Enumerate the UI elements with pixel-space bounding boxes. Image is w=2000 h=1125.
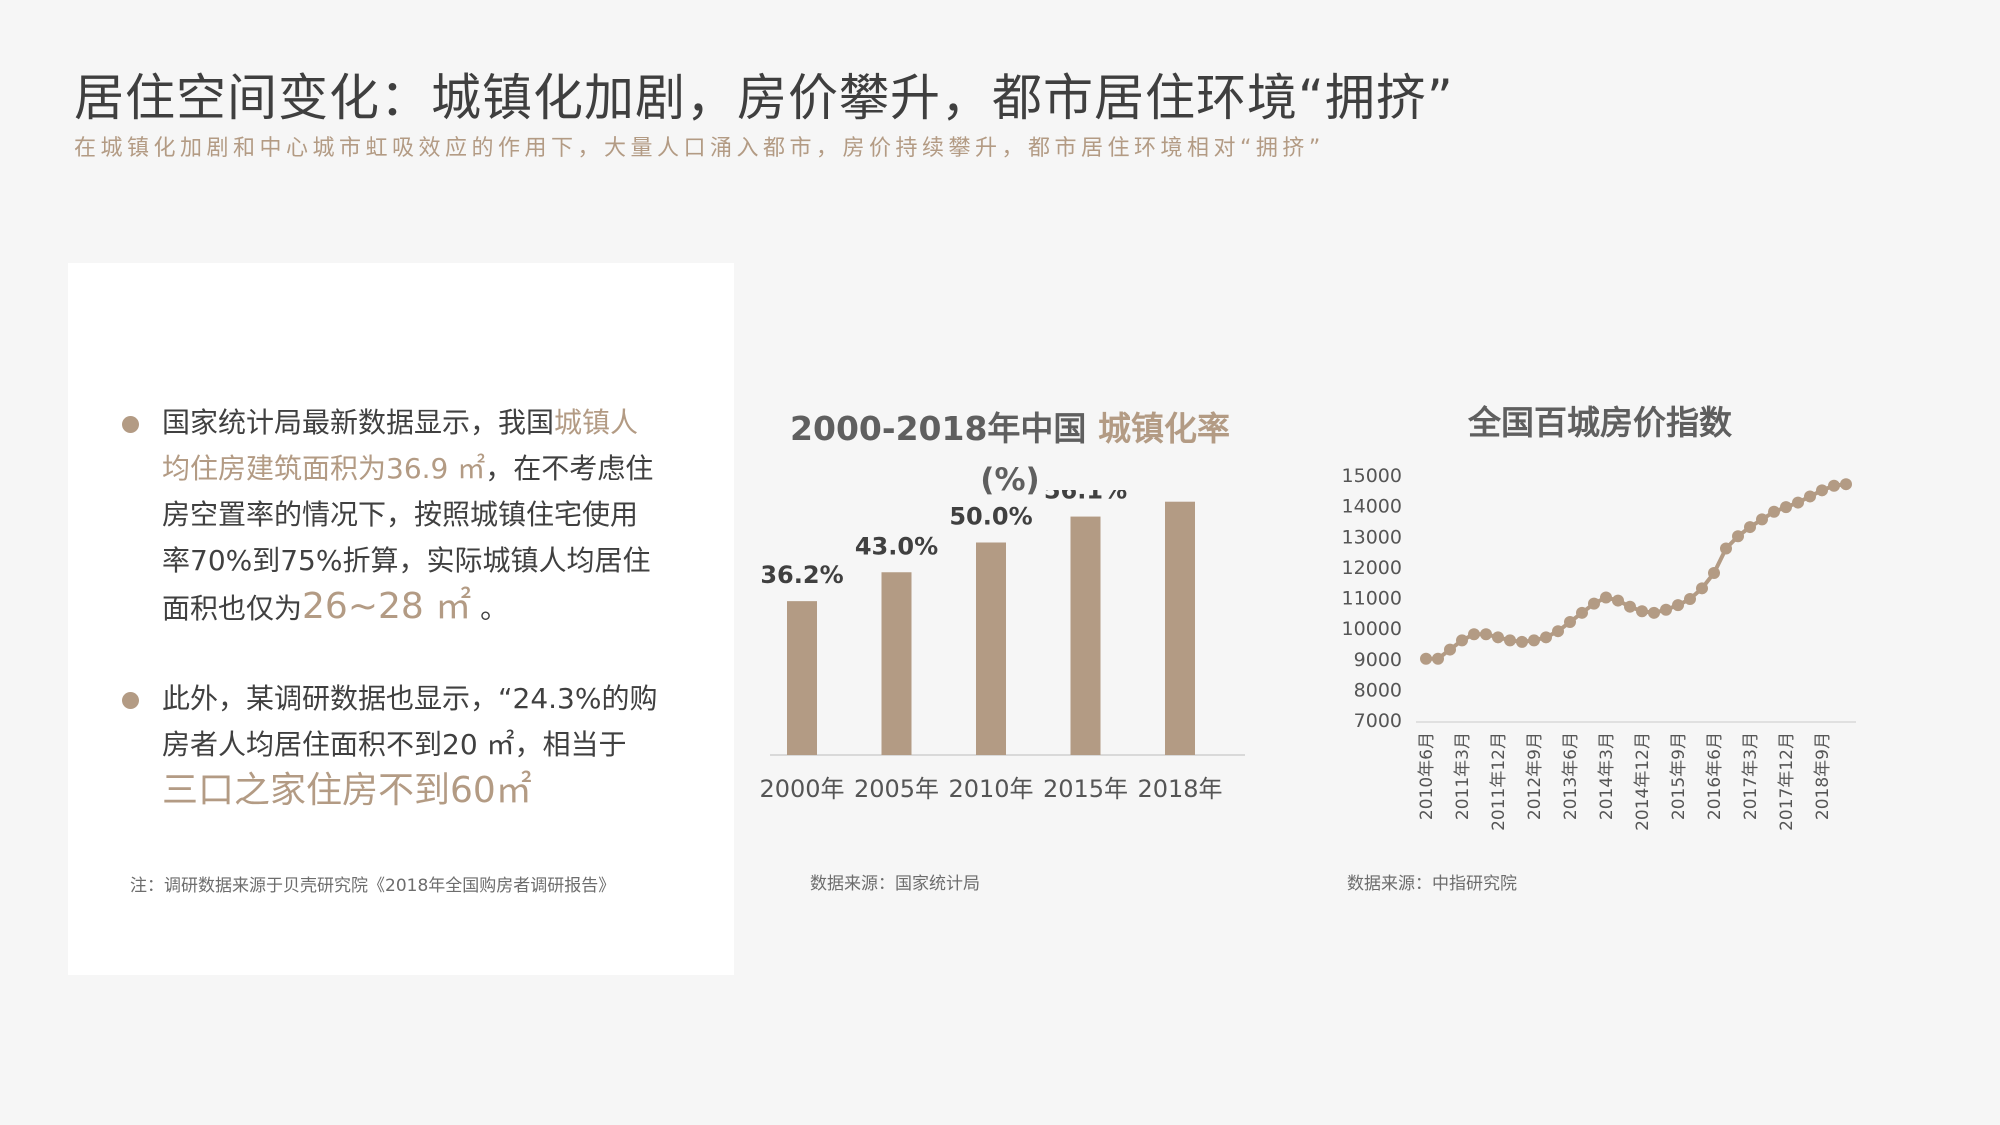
bullet-survey: 此外，某调研数据也显示，“24.3%的购房者人均居住面积不到20 ㎡，相当于三口… — [122, 676, 662, 816]
bullet2-text-1: 此外，某调研数据也显示，“24.3%的购房者人均居住面积不到20 ㎡，相当于 — [162, 682, 658, 761]
data-point — [1768, 505, 1780, 518]
x-tick-label: 2011年3月 — [1453, 732, 1473, 820]
bullet1-text-1: 国家统计局最新数据显示，我国 — [162, 406, 555, 439]
y-tick-label: 8000 — [1354, 679, 1402, 701]
data-point — [1432, 652, 1444, 665]
line-chart-title: 全国百城房价指数 — [1468, 403, 1732, 442]
bullet1-text-3: 。 — [471, 592, 509, 625]
bar-category-label: 2010年 — [948, 775, 1033, 803]
page-title: 居住空间变化：城镇化加剧，房价攀升，都市居住环境“拥挤” — [74, 69, 1454, 127]
data-point — [1744, 521, 1756, 534]
data-point — [1540, 631, 1552, 644]
bar — [976, 542, 1006, 755]
bar-data-label: 50.0% — [949, 503, 1032, 531]
text-panel: 国家统计局最新数据显示，我国城镇人均住房建筑面积为36.9 ㎡，在不考虑住房空置… — [68, 263, 734, 975]
x-tick-label: 2014年12月 — [1633, 732, 1653, 831]
bullet1-text-2: ，在不考虑住房空置率的情况下，按照城镇住宅使用率70%到75%折算，实际城镇人均… — [162, 452, 654, 625]
data-point — [1564, 616, 1576, 628]
data-point — [1420, 652, 1432, 665]
bullet1-highlight-actual: 26~28 ㎡ — [302, 586, 472, 627]
x-tick-label: 2018年9月 — [1813, 732, 1833, 820]
data-point — [1492, 631, 1504, 644]
bar — [881, 572, 912, 755]
data-point — [1504, 634, 1516, 647]
bullet2-highlight: 三口之家住房不到60㎡ — [162, 770, 532, 811]
data-point — [1756, 513, 1768, 526]
bar-chart-unit: (%) — [980, 462, 1040, 498]
x-tick-label: 2013年6月 — [1561, 732, 1581, 820]
survey-source-note: 注：调研数据来源于贝壳研究院《2018年全国购房者调研报告》 — [130, 876, 616, 896]
data-point — [1528, 634, 1540, 647]
y-tick-label: 9000 — [1354, 649, 1402, 671]
bar-data-label: 36.2% — [760, 561, 843, 589]
data-point — [1828, 479, 1840, 492]
data-point — [1468, 628, 1480, 641]
data-point — [1624, 600, 1636, 613]
data-point — [1444, 643, 1456, 656]
bullet-urban-housing: 国家统计局最新数据显示，我国城镇人均住房建筑面积为36.9 ㎡，在不考虑住房空置… — [122, 400, 662, 632]
bar-chart-source: 数据来源：国家统计局 — [810, 874, 980, 894]
data-point — [1588, 597, 1600, 610]
data-point — [1660, 603, 1672, 616]
data-point — [1516, 635, 1528, 648]
data-point — [1576, 606, 1588, 619]
data-point — [1792, 496, 1804, 509]
bullet1-highlight-area: 城镇人均住房建筑面积为36.9 ㎡ — [162, 406, 639, 485]
bar-chart-title-highlight: 城镇化率 — [1097, 409, 1230, 448]
bar-category-label: 2000年 — [760, 775, 845, 803]
bullet-dot — [122, 416, 139, 433]
bar-chart-title-main: 2000-2018年中国 — [790, 409, 1098, 448]
bar — [1070, 516, 1101, 755]
x-tick-label: 2017年3月 — [1741, 732, 1761, 820]
page-subtitle: 在城镇化加剧和中心城市虹吸效应的作用下，大量人口涌入都市，房价持续攀升，都市居住… — [74, 136, 1325, 161]
line-chart-source: 数据来源：中指研究院 — [1347, 874, 1517, 894]
bar — [1165, 501, 1195, 755]
y-tick-label: 11000 — [1342, 588, 1402, 610]
x-tick-label: 2014年3月 — [1597, 732, 1617, 820]
data-point — [1816, 484, 1828, 497]
data-point — [1636, 605, 1648, 618]
bar-data-label: 43.0% — [855, 532, 938, 560]
x-tick-label: 2012年9月 — [1525, 732, 1545, 820]
data-point — [1480, 628, 1492, 641]
y-tick-label: 15000 — [1342, 465, 1402, 487]
data-point — [1552, 625, 1564, 638]
data-point — [1708, 567, 1720, 579]
data-point — [1804, 490, 1816, 503]
bar — [787, 601, 817, 755]
data-point — [1732, 530, 1744, 543]
data-point — [1456, 634, 1468, 647]
data-point — [1672, 599, 1684, 612]
y-tick-label: 7000 — [1354, 710, 1402, 732]
x-tick-label: 2015年9月 — [1669, 732, 1689, 820]
y-tick-label: 12000 — [1342, 557, 1402, 579]
data-point — [1684, 593, 1696, 606]
bullet-dot — [122, 692, 139, 709]
bar-chart-title: 2000-2018年中国 城镇化率 — [770, 402, 1250, 450]
x-tick-label: 2017年12月 — [1777, 732, 1797, 831]
y-tick-label: 13000 — [1342, 526, 1402, 548]
data-point — [1600, 591, 1612, 604]
x-tick-label: 2011年12月 — [1489, 732, 1509, 831]
data-point — [1696, 582, 1708, 595]
bar-data-label: 56.1% — [1044, 490, 1127, 505]
data-point — [1648, 606, 1660, 619]
data-point — [1612, 594, 1624, 607]
data-point — [1840, 478, 1852, 491]
bar-category-label: 2018年 — [1137, 775, 1222, 803]
data-point — [1720, 542, 1732, 555]
urbanization-bar-chart: 36.2% 2000年 43.0% 2005年 50.0% 2010年 56.1% 2015年… — [760, 490, 1245, 803]
data-point — [1780, 501, 1792, 514]
x-tick-label: 2010年6月 — [1417, 732, 1437, 820]
x-tick-label: 2016年6月 — [1705, 732, 1725, 820]
bar-category-label: 2005年 — [854, 775, 939, 803]
housing-price-line-chart: 15000 14000 13000 12000 11000 10000 9000 8000 70… — [1342, 465, 1856, 831]
bar-category-label: 2015年 — [1043, 775, 1128, 803]
y-tick-label: 14000 — [1342, 496, 1402, 518]
y-tick-label: 10000 — [1342, 618, 1402, 640]
